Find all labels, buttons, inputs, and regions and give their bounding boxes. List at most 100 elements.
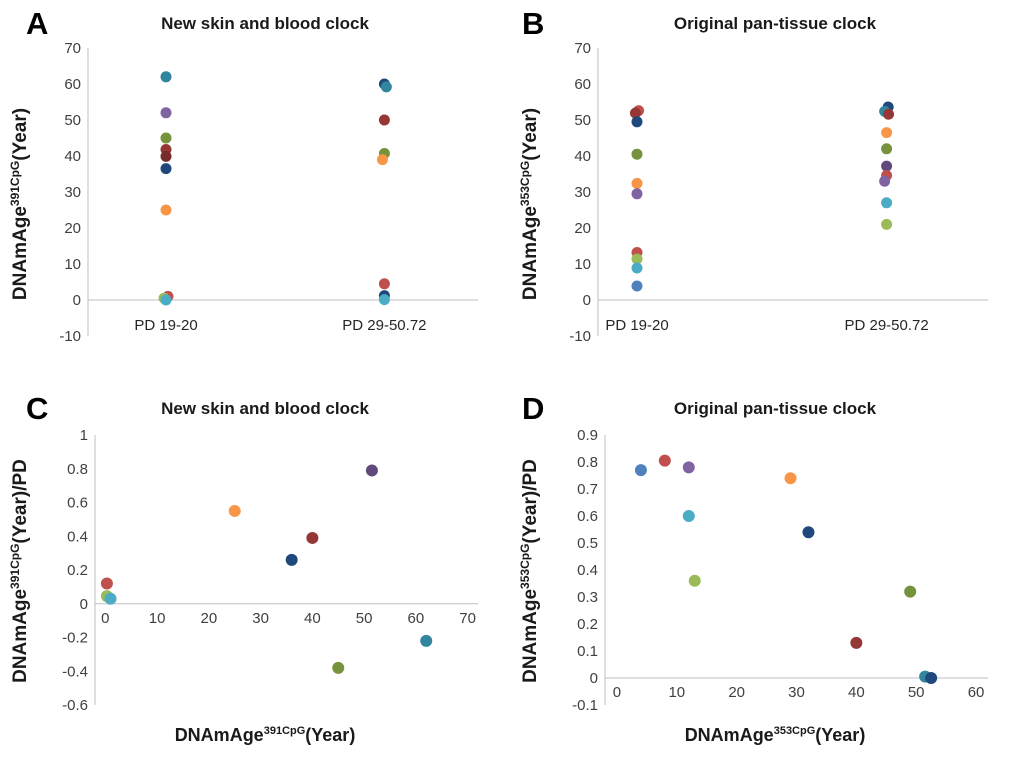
ylabel-suffix: (Year)/PD [10,459,32,544]
chart-title-b: Original pan-tissue clock [673,14,877,33]
data-point [285,553,298,566]
data-point [631,148,643,160]
ylabel-superscript: 353CpG [517,543,532,589]
y-tick-label: 1 [80,427,88,444]
ylabel-suffix: (Year) [520,107,542,161]
data-point [883,108,895,120]
y-tick-label: 70 [64,40,81,57]
y-tick-label: 0 [73,292,81,309]
data-point [100,577,113,590]
chart-title-a: New skin and blood clock [161,14,369,33]
data-point [160,294,172,306]
x-tick-label: 60 [408,610,425,627]
y-tick-label: 20 [574,220,591,237]
y-tick-label: 10 [574,256,591,273]
y-axis-title-b: DNAmAge353CpG(Year) [518,107,542,299]
data-point [378,294,390,306]
panel-label-c: C [26,391,49,426]
y-tick-label: 70 [574,40,591,57]
y-tick-label: 40 [64,148,81,165]
y-axis-title-wrap-d: DNAmAge353CpG(Year)/PD [510,421,550,721]
data-point [682,510,695,522]
x-tick-label: 10 [668,684,685,701]
scatter-plot-d: 0.9 0.8 0.7 0.6 0.5 0.4 0.3 0.2 0.1 0 -0.1 0 10 20 30 4… [572,427,988,714]
y-tick-label: 0 [80,596,88,613]
y-axis-title-c: DNAmAge391CpG(Year)/PD [8,459,32,683]
y-tick-label: 0.1 [577,643,598,660]
data-point [904,585,917,598]
x-category-label: PD 19-20 [134,317,197,334]
data-point [631,280,643,292]
y-tick-label: 50 [574,112,591,129]
plot-row-c: DNAmAge391CpG(Year)/PD 1 0.8 0.6 0.4 0.2 0 -0.… [0,421,510,721]
xlabel-prefix: DNAmAge [174,725,264,745]
y-tick-label: 60 [574,76,591,93]
data-point [925,672,938,684]
data-point [160,132,172,144]
data-point [378,114,390,126]
data-point [634,464,647,477]
y-tick-label: 30 [64,184,81,201]
ylabel-prefix: DNAmAge [10,205,32,300]
data-point [376,154,388,166]
y-tick-label: 0 [590,670,598,687]
y-tick-label: 0.4 [577,562,598,579]
y-tick-label: -0.2 [62,630,88,647]
y-axis-title-wrap-a: DNAmAge391CpG(Year) [0,36,40,371]
x-axis-title-c: DNAmAge391CpG(Year) [40,725,490,746]
data-point [378,278,390,290]
ylabel-superscript: 391CpG [7,543,22,589]
data-point [306,531,319,544]
data-point [160,107,172,119]
data-point [881,143,893,155]
xlabel-prefix: DNAmAge [684,725,774,745]
x-category-label: PD 29-50.72 [342,317,426,334]
y-tick-label: 0.6 [67,495,88,512]
x-tick-label: 0 [613,684,621,701]
y-tick-label: -10 [569,328,591,345]
x-tick-label: 20 [201,610,218,627]
panel-a: A New skin and blood clock DNAmAge391CpG… [0,0,510,385]
x-tick-label: 60 [968,684,985,701]
plot-row-b: DNAmAge353CpG(Year) 70 60 50 40 30 20 10 0 -10 PD… [510,36,1020,371]
data-point [104,592,117,605]
data-point [420,634,433,647]
y-tick-label: 10 [64,256,81,273]
data-point [631,116,643,128]
panel-d: D Original pan-tissue clock DNAmAge353Cp… [510,385,1020,765]
y-tick-label: 0.2 [577,616,598,633]
panel-c: C New skin and blood clock DNAmAge391CpG… [0,385,510,765]
data-point [631,188,643,200]
y-tick-label: -0.1 [572,697,598,714]
x-tick-label: 50 [356,610,373,627]
xlabel-superscript: 353CpG [773,725,816,737]
plot-row-d: DNAmAge353CpG(Year)/PD 0.9 0.8 0.7 0.6 0.5 0.… [510,421,1020,721]
x-tick-label: 20 [728,684,745,701]
data-point [160,163,172,175]
data-point [682,461,695,474]
scatter-plot-a: 70 60 50 40 30 20 10 0 -10 PD 19-20 PD 29-50.72 [59,40,478,345]
x-category-label: PD 19-20 [605,317,668,334]
ylabel-prefix: DNAmAge [520,588,542,683]
x-tick-label: 30 [788,684,805,701]
panel-label-a: A [26,6,49,41]
data-point [160,150,172,162]
panel-b: B Original pan-tissue clock DNAmAge353Cp… [510,0,1020,385]
panel-label-d: D [522,391,545,426]
y-tick-label: 30 [574,184,591,201]
panel-label-b: B [522,6,545,41]
y-tick-label: 0.3 [577,589,598,606]
data-point [688,574,701,587]
data-point [629,107,641,119]
y-tick-label: 60 [64,76,81,93]
ylabel-prefix: DNAmAge [520,205,542,300]
data-point [380,81,392,93]
y-tick-label: 0.9 [577,427,598,444]
xlabel-superscript: 391CpG [263,725,306,737]
x-tick-label: 70 [459,610,476,627]
x-tick-label: 50 [908,684,925,701]
y-tick-label: 0.8 [577,454,598,471]
data-point [658,454,671,467]
